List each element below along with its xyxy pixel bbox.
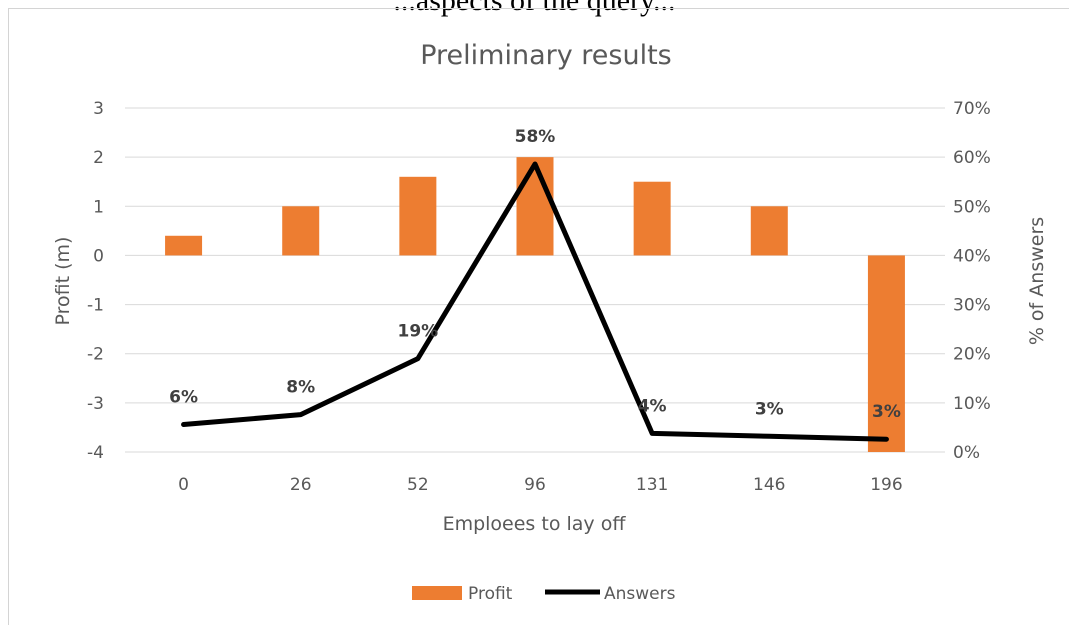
answers-data-label: 19%	[398, 322, 439, 342]
left-axis-tick-label: 1	[93, 197, 104, 217]
x-axis-tick-label: 0	[178, 475, 189, 495]
left-axis-tick-label: -3	[87, 394, 104, 414]
answers-data-labels: 6% 8% 19% 58% 4% 3% 3%	[169, 127, 901, 422]
chart-title: Preliminary results	[420, 40, 672, 71]
left-axis-ticks: -4 -3 -2 -1 0 1 2 3	[87, 99, 104, 463]
profit-bar	[633, 181, 671, 256]
gridlines	[125, 107, 945, 453]
profit-bar	[867, 255, 905, 452]
x-axis-tick-label: 96	[524, 475, 546, 495]
left-axis-tick-label: 0	[93, 246, 104, 266]
right-axis-tick-label: 30%	[953, 296, 991, 316]
legend: Profit Answers	[412, 584, 676, 604]
x-axis-tick-label: 146	[753, 475, 785, 495]
legend-swatch-profit	[412, 586, 462, 600]
left-axis-tick-label: -2	[87, 345, 104, 365]
left-axis-tick-label: -1	[87, 296, 104, 316]
profit-bar	[399, 176, 437, 256]
legend-label-profit: Profit	[468, 584, 513, 604]
chart-area	[8, 8, 1069, 625]
answers-data-label: 4%	[638, 396, 667, 416]
answers-line	[181, 161, 889, 442]
right-axis-tick-label: 50%	[953, 197, 991, 217]
right-axis-ticks: 0% 10% 20% 30% 40% 50% 60% 70%	[953, 99, 991, 463]
x-axis-tick-label: 196	[870, 475, 902, 495]
right-axis-tick-label: 10%	[953, 394, 991, 414]
answers-data-label: 6%	[169, 387, 198, 407]
left-axis-tick-label: 2	[93, 148, 104, 168]
x-axis-ticks: 0 26 52 96 131 146 196	[178, 475, 902, 495]
y-axis-title: Profit (m)	[52, 237, 74, 326]
answers-data-label: 3%	[872, 402, 901, 422]
x-axis-tick-label: 131	[636, 475, 668, 495]
y2-axis-title: % of Answers	[1026, 217, 1048, 345]
legend-label-answers: Answers	[604, 584, 676, 604]
left-axis-tick-label: -4	[87, 443, 104, 463]
x-axis-tick-label: 52	[407, 475, 429, 495]
x-axis-tick-label: 26	[290, 475, 312, 495]
answers-data-label: 3%	[755, 399, 784, 419]
x-axis-title: Emploees to lay off	[443, 513, 627, 535]
right-axis-tick-label: 20%	[953, 345, 991, 365]
profit-bars	[165, 157, 905, 452]
profit-bar	[750, 206, 788, 256]
right-axis-tick-label: 70%	[953, 99, 991, 119]
right-axis-tick-label: 40%	[953, 246, 991, 266]
profit-bar	[165, 235, 203, 256]
answers-data-label: 58%	[515, 127, 556, 147]
right-axis-tick-label: 60%	[953, 148, 991, 168]
profit-bar	[282, 206, 320, 256]
profit-bar	[516, 157, 554, 256]
right-axis-tick-label: 0%	[953, 443, 980, 463]
answers-line-group	[181, 161, 889, 442]
answers-data-label: 8%	[286, 378, 315, 398]
left-axis-tick-label: 3	[93, 99, 104, 119]
